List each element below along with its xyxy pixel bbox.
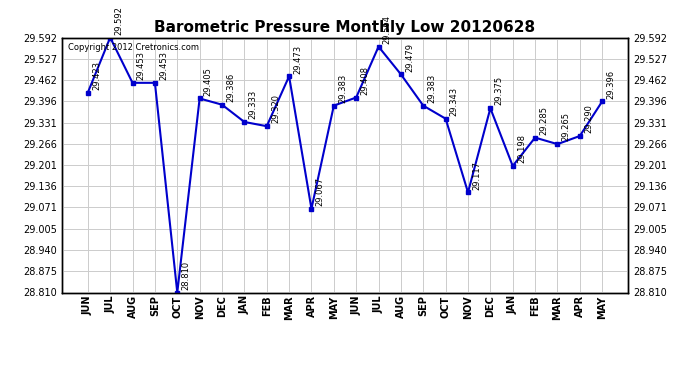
Text: 29.453: 29.453 xyxy=(159,51,168,80)
Title: Barometric Pressure Monthly Low 20120628: Barometric Pressure Monthly Low 20120628 xyxy=(155,20,535,35)
Text: 29.453: 29.453 xyxy=(137,51,146,80)
Text: Copyright 2012 Cretronics.com: Copyright 2012 Cretronics.com xyxy=(68,43,199,52)
Text: 29.265: 29.265 xyxy=(562,112,571,141)
Text: 29.408: 29.408 xyxy=(360,66,369,95)
Text: 29.396: 29.396 xyxy=(607,69,615,99)
Text: 29.343: 29.343 xyxy=(450,87,459,116)
Text: 29.320: 29.320 xyxy=(271,94,280,123)
Text: 29.198: 29.198 xyxy=(517,134,526,163)
Text: 29.117: 29.117 xyxy=(472,160,481,190)
Text: 28.810: 28.810 xyxy=(181,261,190,290)
Text: 29.473: 29.473 xyxy=(293,44,302,74)
Text: 29.592: 29.592 xyxy=(115,6,124,35)
Text: 29.290: 29.290 xyxy=(584,104,593,133)
Text: 29.479: 29.479 xyxy=(405,43,414,72)
Text: 29.564: 29.564 xyxy=(383,15,392,44)
Text: 29.333: 29.333 xyxy=(248,90,257,119)
Text: 29.405: 29.405 xyxy=(204,67,213,96)
Text: 29.423: 29.423 xyxy=(92,61,101,90)
Text: 29.067: 29.067 xyxy=(315,177,324,206)
Text: 29.383: 29.383 xyxy=(338,74,347,103)
Text: 29.383: 29.383 xyxy=(427,74,437,103)
Text: 29.285: 29.285 xyxy=(540,106,549,135)
Text: 29.375: 29.375 xyxy=(495,76,504,105)
Text: 29.386: 29.386 xyxy=(226,73,235,102)
